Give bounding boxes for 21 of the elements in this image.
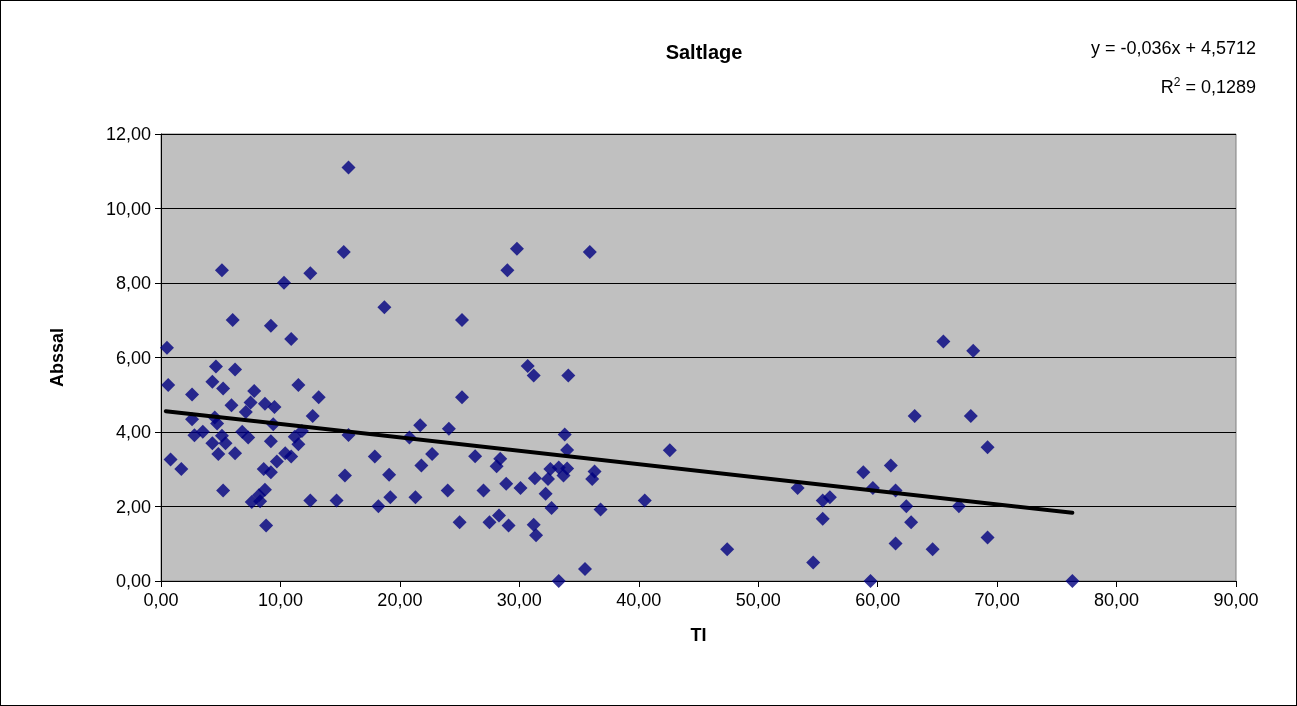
x-tick-label: 20,00 [377, 590, 423, 610]
x-tick-label: 80,00 [1094, 590, 1140, 610]
y-axis-title: Abssal [47, 327, 67, 388]
x-tick-label: 0,00 [143, 590, 179, 610]
y-tick-label: 6,00 [115, 347, 151, 368]
chart-title: Saltlage [665, 41, 743, 63]
y-tick-label: 8,00 [115, 273, 151, 293]
y-tick-label: 0,00 [115, 571, 151, 591]
x-tick-label: 60,00 [855, 590, 901, 610]
y-tick-label: 4,00 [115, 422, 151, 442]
text: y = -0,036x + 4,5712 [1090, 38, 1256, 58]
y-tick-label: 2,00 [115, 496, 151, 517]
y-tick-label: 10,00 [105, 198, 151, 219]
x-tick-label: 50,00 [735, 590, 781, 610]
x-tick-label: 70,00 [974, 590, 1020, 610]
x-tick-label: 90,00 [1213, 590, 1259, 610]
x-tick-label: 10,00 [257, 590, 303, 610]
x-axis-title: TI [690, 625, 707, 645]
x-tick-label: 40,00 [616, 590, 662, 610]
x-tick-label: 30,00 [496, 590, 542, 610]
y-tick-label: 12,00 [105, 124, 151, 144]
